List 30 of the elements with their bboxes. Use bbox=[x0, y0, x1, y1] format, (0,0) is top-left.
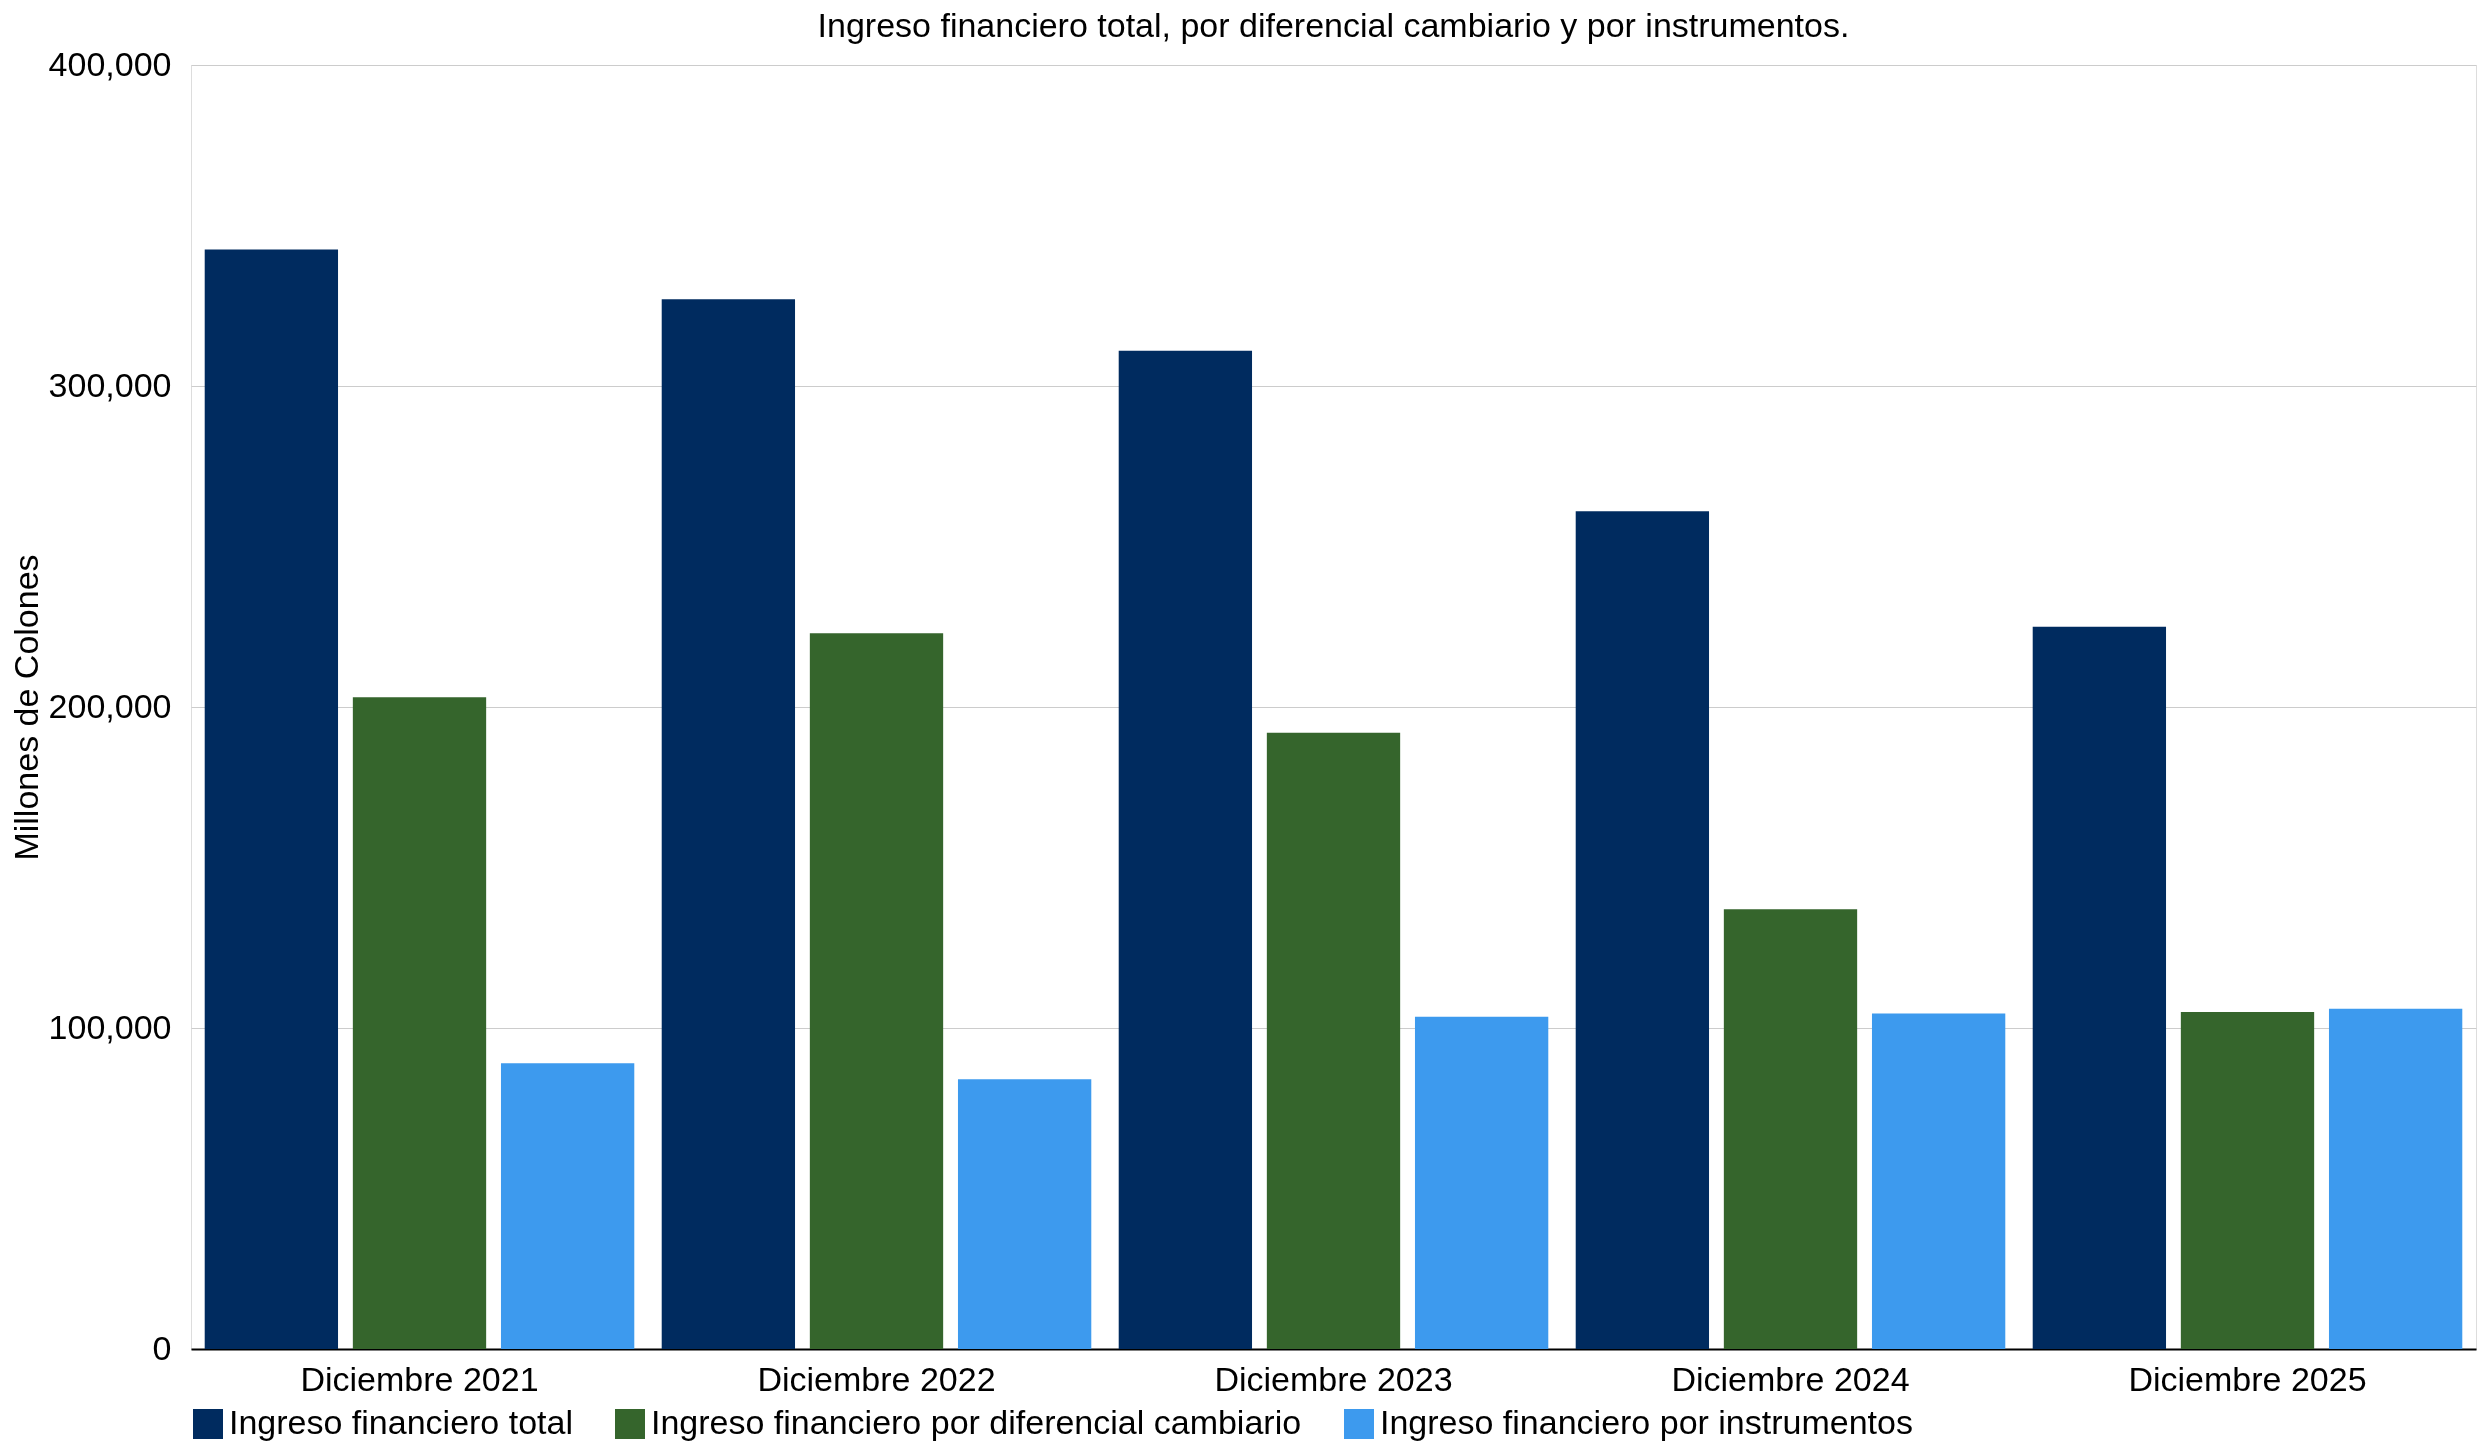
legend-label: Ingreso financiero total bbox=[229, 1403, 573, 1441]
chart-title: Ingreso financiero total, por diferencial cambiario y por instrumentos. bbox=[817, 6, 1850, 44]
bar bbox=[1118, 350, 1253, 1349]
legend-label: Ingreso financiero por diferencial cambiario bbox=[651, 1403, 1302, 1441]
y-tick-label: 200,000 bbox=[48, 686, 172, 725]
x-tick-label: Diciembre 2022 bbox=[757, 1359, 996, 1398]
bar bbox=[1414, 1016, 1549, 1349]
y-tick-label: 300,000 bbox=[48, 365, 172, 404]
x-tick-label: Diciembre 2025 bbox=[2128, 1359, 2367, 1398]
bar bbox=[957, 1079, 1092, 1349]
bar bbox=[2032, 626, 2167, 1349]
legend-label: Ingreso financiero por instrumentos bbox=[1380, 1403, 1913, 1441]
y-tick-label: 0 bbox=[152, 1328, 172, 1367]
bar bbox=[1575, 511, 1710, 1349]
bar bbox=[1723, 909, 1858, 1349]
y-tick-label: 400,000 bbox=[48, 44, 172, 83]
x-tick-label: Diciembre 2024 bbox=[1671, 1359, 1910, 1398]
bar bbox=[661, 299, 796, 1349]
y-axis-title: Millones de Colones bbox=[6, 554, 45, 861]
bar bbox=[2180, 1011, 2315, 1349]
y-tick-label: 100,000 bbox=[48, 1007, 172, 1046]
bar bbox=[352, 697, 487, 1349]
bar bbox=[1266, 732, 1401, 1349]
bar bbox=[204, 249, 339, 1349]
x-tick-label: Diciembre 2023 bbox=[1214, 1359, 1453, 1398]
x-tick-label: Diciembre 2021 bbox=[300, 1359, 539, 1398]
bar bbox=[500, 1063, 635, 1349]
bar bbox=[809, 633, 944, 1349]
bar bbox=[1871, 1013, 2006, 1349]
bar bbox=[2328, 1008, 2463, 1349]
